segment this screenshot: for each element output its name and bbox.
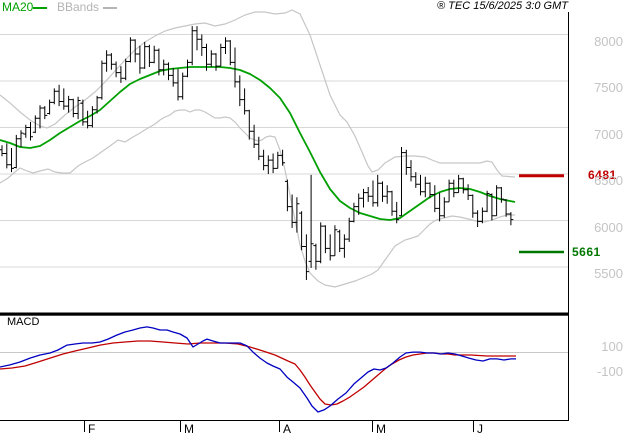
month-label: M <box>184 422 194 436</box>
resistance-level-label: 6481 <box>588 168 617 182</box>
price-axis-label: 6500 <box>594 173 623 188</box>
macd-scale-high-label: 100 <box>601 339 623 354</box>
ohlc-bars <box>0 26 514 280</box>
ma20-line <box>0 66 516 221</box>
month-label: M <box>376 422 386 436</box>
month-label: A <box>283 422 292 436</box>
bollinger-upper-line <box>0 9 516 178</box>
macd-panel-title: MACD <box>7 316 40 328</box>
legend-ma20-label: MA20 <box>2 0 34 14</box>
price-axis-label: 7000 <box>594 126 623 142</box>
bbands-line-swatch-icon <box>103 7 117 9</box>
panel-separator <box>0 312 568 316</box>
bollinger-lower-line <box>0 109 515 288</box>
support-level-label: 5661 <box>572 245 601 259</box>
price-axis-label: 5500 <box>594 266 623 281</box>
macd-line <box>0 326 516 413</box>
ma20-line-swatch-icon <box>33 7 47 9</box>
price-axis-label: 7500 <box>594 80 623 95</box>
price-axis-label: 6000 <box>594 219 623 235</box>
price-axis-label: 8000 <box>594 33 623 49</box>
legend-bbands-label: BBands <box>57 0 100 14</box>
macd-signal-line <box>0 340 516 406</box>
macd-scale-low-label: -100 <box>596 364 623 379</box>
month-label: J <box>477 422 483 436</box>
month-label: F <box>88 422 96 436</box>
copyright-text: ® TEC 15/6/2025 3:0 GMT <box>437 0 568 12</box>
